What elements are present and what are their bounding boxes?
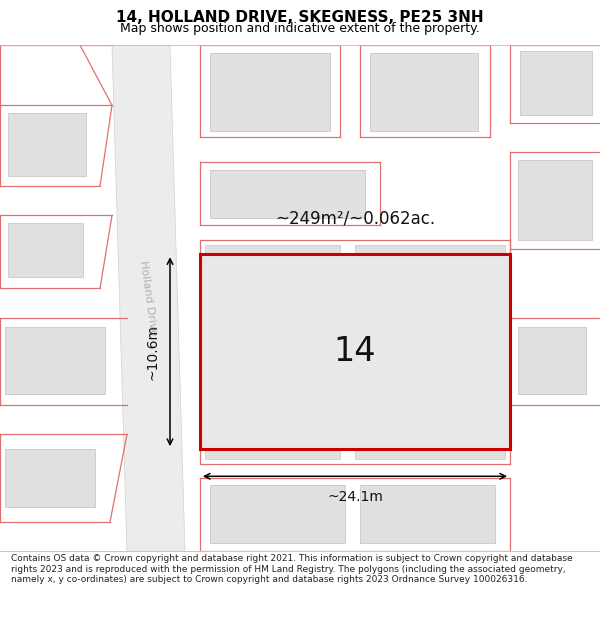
Bar	[210, 485, 345, 544]
Bar	[8, 223, 83, 277]
Bar	[210, 169, 365, 218]
Polygon shape	[112, 45, 185, 551]
Bar	[370, 52, 478, 131]
Text: ~249m²/~0.062ac.: ~249m²/~0.062ac.	[275, 209, 435, 227]
Bar	[5, 449, 95, 508]
Bar	[518, 160, 592, 240]
Bar	[200, 254, 510, 449]
Bar	[360, 485, 495, 544]
Text: ~10.6m: ~10.6m	[146, 324, 160, 379]
Text: 14: 14	[334, 335, 376, 368]
Bar	[520, 51, 592, 115]
Bar	[8, 113, 86, 176]
Text: 14, HOLLAND DRIVE, SKEGNESS, PE25 3NH: 14, HOLLAND DRIVE, SKEGNESS, PE25 3NH	[116, 10, 484, 25]
Text: Holland Drive: Holland Drive	[138, 260, 158, 336]
Text: Contains OS data © Crown copyright and database right 2021. This information is : Contains OS data © Crown copyright and d…	[11, 554, 572, 584]
Bar	[210, 52, 330, 131]
Text: Map shows position and indicative extent of the property.: Map shows position and indicative extent…	[120, 22, 480, 35]
Bar	[205, 244, 340, 459]
Bar	[518, 328, 586, 394]
Bar	[355, 244, 505, 459]
Text: ~24.1m: ~24.1m	[327, 490, 383, 504]
Bar	[5, 328, 105, 394]
